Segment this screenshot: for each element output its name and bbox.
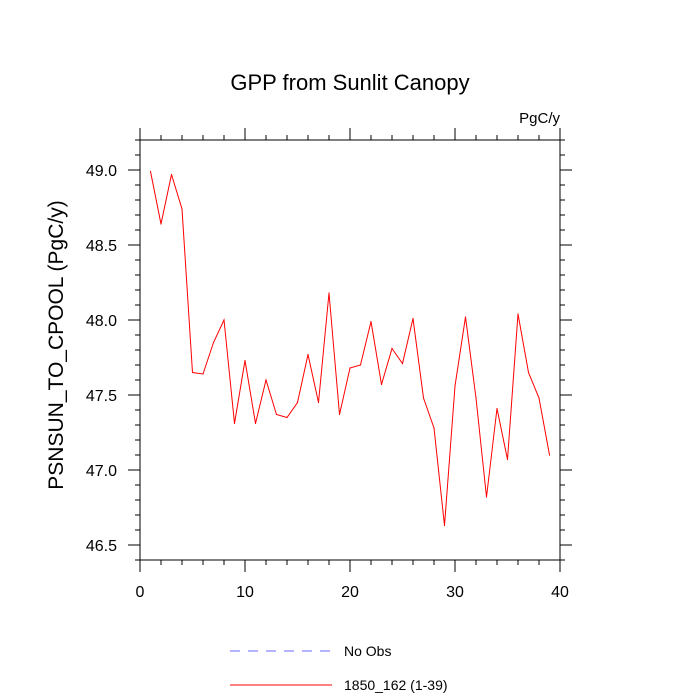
y-tick-label: 47.5 (86, 388, 117, 405)
data-point (359, 364, 362, 366)
data-point (496, 407, 498, 410)
data-point (307, 353, 309, 356)
x-tick-label: 0 (136, 584, 145, 601)
y-tick-label: 47.0 (86, 463, 117, 480)
y-tick-label: 46.5 (86, 538, 117, 555)
data-point (506, 458, 509, 461)
data-point (475, 397, 477, 399)
data-point (433, 427, 435, 429)
data-point (160, 223, 162, 225)
data-point (443, 524, 446, 527)
legend-label-no-obs: No Obs (344, 643, 391, 659)
legend: No Obs 1850_162 (1-39) (230, 643, 448, 693)
data-point (254, 422, 257, 425)
data-point (275, 413, 278, 416)
x-axis: 0 10 20 30 40 (136, 128, 569, 601)
data-point (244, 359, 246, 362)
data-point (349, 367, 351, 369)
data-point (223, 319, 225, 321)
x-tick-label: 10 (236, 584, 254, 601)
x-tick-label: 40 (551, 584, 569, 601)
data-point (286, 416, 288, 419)
data-point (296, 401, 299, 404)
data-point (401, 362, 404, 365)
data-point (538, 397, 540, 399)
legend-label-1850-162: 1850_162 (1-39) (344, 677, 448, 693)
data-point (485, 496, 488, 498)
data-point (454, 385, 456, 387)
data-point (464, 316, 467, 318)
data-point (380, 383, 383, 386)
data-point (212, 341, 215, 344)
x-tick-label: 30 (446, 584, 464, 601)
y-axis: 46.5 47.0 47.5 48.0 48.5 49.0 (86, 139, 572, 561)
data-point (328, 292, 330, 294)
plot-frame (139, 139, 561, 561)
series-line-1 (150, 171, 550, 526)
y-tick-label: 49.0 (86, 163, 117, 180)
data-point (233, 422, 236, 425)
series-layer (149, 170, 551, 527)
data-point (412, 317, 414, 320)
units-label: PgC/y (519, 110, 560, 127)
data-point (338, 413, 341, 416)
data-point (191, 371, 194, 374)
data-point (170, 173, 173, 176)
y-tick-label: 48.0 (86, 313, 117, 330)
data-point (370, 320, 372, 323)
y-tick-label: 48.5 (86, 238, 117, 255)
data-point (202, 373, 204, 375)
chart-title: GPP from Sunlit Canopy (230, 70, 469, 95)
data-point (422, 397, 425, 399)
y-axis-label: PSNSUN_TO_CPOOL (PgC/y) (45, 200, 68, 489)
x-tick-label: 20 (341, 584, 359, 601)
data-point (548, 454, 551, 456)
data-point (181, 208, 183, 210)
data-point (149, 170, 152, 173)
data-point (527, 371, 530, 374)
data-point (517, 313, 519, 315)
data-point (265, 379, 267, 381)
data-point (317, 401, 320, 404)
data-point (391, 347, 393, 350)
